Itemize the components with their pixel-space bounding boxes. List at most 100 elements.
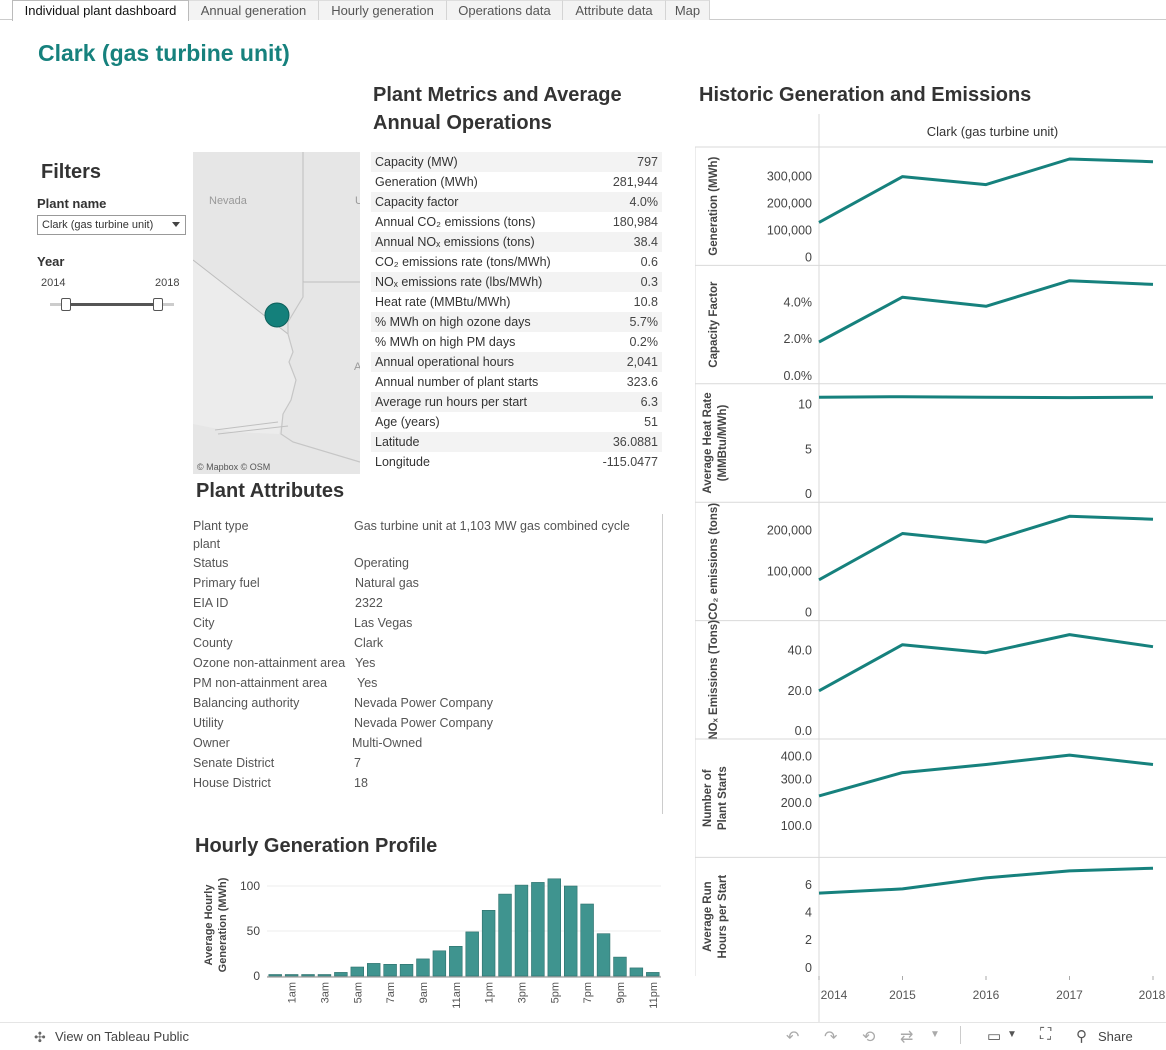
y-axis-label-line: Average Run <box>702 881 714 952</box>
refresh-dropdown-icon[interactable]: ▼ <box>930 1029 940 1040</box>
y-axis-label: Number of Plant Starts <box>702 766 729 830</box>
tab-individual-plant-dashboard[interactable]: Individual plant dashboard <box>12 0 189 21</box>
y-tick-label: 0.0% <box>784 369 813 383</box>
device-layout-icon[interactable]: ▭ <box>987 1028 1002 1045</box>
hourly-bar <box>432 950 447 977</box>
attribute-row: Utility Nevada Power Company <box>193 716 663 736</box>
hourly-bar <box>498 893 512 977</box>
year-slider-max-handle[interactable] <box>153 298 163 311</box>
attribute-label: House District <box>193 776 271 790</box>
metric-value: 5.7% <box>629 315 659 329</box>
hourly-bar <box>416 958 430 977</box>
tableau-icon: ✣ <box>34 1029 46 1045</box>
metrics-row: Annual number of plant starts 323.6 <box>371 372 662 392</box>
attribute-row: City Las Vegas <box>193 616 663 636</box>
plant-name-label: Plant name <box>37 196 107 211</box>
map-state-label: Nevada <box>209 195 248 207</box>
column-header: Clark (gas turbine unit) <box>927 124 1059 139</box>
tab-annual-generation[interactable]: Annual generation <box>189 0 319 20</box>
plant-name-value: Clark (gas turbine unit) <box>42 219 154 231</box>
attribute-value: Yes <box>355 656 376 670</box>
x-tick-label: 7pm <box>582 982 594 1003</box>
metrics-title: Plant Metrics and Average Annual Operati… <box>373 84 622 134</box>
metric-label: Age (years) <box>375 415 440 429</box>
toolbar-divider <box>960 1026 961 1044</box>
fullscreen-icon[interactable]: ⛶ <box>1040 1026 1052 1043</box>
attribute-value: Nevada Power Company <box>354 716 493 730</box>
metric-value: 0.2% <box>629 335 659 349</box>
page-title: Clark (gas turbine unit) <box>38 40 290 66</box>
y-tick-label: 0.0 <box>795 724 812 738</box>
plant-name-dropdown[interactable]: Clark (gas turbine unit) <box>37 215 186 235</box>
series-line <box>818 395 1154 400</box>
y-axis-label-line: Number of <box>702 769 714 827</box>
hourly-bar <box>284 974 299 977</box>
x-tick-label: 1am <box>287 982 299 1003</box>
attribute-value: Natural gas <box>355 576 419 590</box>
tab-attribute-data[interactable]: Attribute data <box>563 0 666 20</box>
tab-hourly-generation[interactable]: Hourly generation <box>319 0 447 20</box>
y-axis-label: Generation (MWh) <box>708 157 720 256</box>
y-axis-label-line2: Generation (MWh) <box>217 877 229 972</box>
metric-value: 0.3 <box>640 275 658 289</box>
undo-icon[interactable]: ↶ <box>786 1029 800 1046</box>
tab-bar: Individual plant dashboard Annual genera… <box>0 0 1166 21</box>
x-tick-label: 5pm <box>549 982 561 1003</box>
attribute-row: Ozone non-attainment area Yes <box>193 656 663 676</box>
hourly-bar <box>531 882 545 977</box>
y-axis-label-line: NOₓ Emissions (Tons) <box>708 620 720 740</box>
revert-icon[interactable]: ⟲ <box>862 1029 876 1046</box>
metric-label: Capacity factor <box>375 195 459 209</box>
y-axis-label: Average Run Hours per Start <box>702 875 729 959</box>
tab-map[interactable]: Map <box>666 0 710 20</box>
metric-value: 4.0% <box>629 195 659 209</box>
metrics-row: CO₂ emissions rate (tons/MWh) 0.6 <box>371 252 662 272</box>
plant-location-marker <box>264 302 290 328</box>
map-state-label-partial: U <box>355 195 360 207</box>
share-button[interactable]: Share <box>1098 1029 1133 1044</box>
attribute-value: 2322 <box>355 596 383 610</box>
attribute-label: Primary fuel <box>193 576 260 590</box>
attribute-value: 18 <box>354 776 368 790</box>
year-max-label: 2018 <box>155 277 180 289</box>
y-tick-label: 40.0 <box>788 644 812 658</box>
x-tick-label: 3pm <box>516 982 528 1003</box>
metric-value: 6.3 <box>640 395 658 409</box>
redo-icon[interactable]: ↷ <box>824 1029 838 1046</box>
attribute-row: Senate District 7 <box>193 756 663 776</box>
plant-map[interactable]: Nevada U A © Mapbox © OSM <box>193 152 360 474</box>
x-tick-label: 11am <box>451 982 463 1009</box>
metric-value: 2,041 <box>626 355 658 369</box>
x-tick-label: 2016 <box>973 988 1000 1002</box>
y-axis-label: Average Heat Rate (MMBtu/MWh) <box>702 392 729 493</box>
y-tick-label: 10 <box>798 397 812 411</box>
y-axis-label-line: (MMBtu/MWh) <box>717 405 729 482</box>
x-tick-label: 11pm <box>648 982 660 1009</box>
metrics-row: Annual NOₓ emissions (tons) 38.4 <box>371 232 662 252</box>
view-on-tableau-public-link[interactable]: View on Tableau Public <box>55 1029 189 1044</box>
y-axis-label-line: Average Heat Rate <box>702 392 714 493</box>
y-axis-label-line: Hours per Start <box>717 875 729 959</box>
x-tick-label: 9pm <box>615 982 627 1003</box>
hourly-bar <box>268 974 282 977</box>
y-tick-label: 2 <box>805 933 812 947</box>
series-line <box>818 514 1154 582</box>
metrics-table: Capacity (MW) 797 Generation (MWh) 281,944 C… <box>371 152 662 472</box>
tab-operations-data[interactable]: Operations data <box>447 0 563 20</box>
attribute-label: City <box>193 616 215 630</box>
hourly-bar <box>481 909 496 977</box>
hourly-bar <box>596 933 611 977</box>
device-dropdown-icon[interactable]: ▼ <box>1007 1029 1017 1040</box>
x-tick-label: 3am <box>319 982 331 1003</box>
metric-label: Annual NOₓ emissions (tons) <box>375 235 535 249</box>
y-tick-label: 50 <box>247 924 261 938</box>
share-icon[interactable]: ⚲ <box>1076 1028 1087 1045</box>
y-axis-label: Capacity Factor <box>708 281 720 368</box>
refresh-icon[interactable]: ⇄ <box>900 1029 914 1046</box>
metric-value: 0.6 <box>640 255 658 269</box>
attribute-value: Gas turbine unit at 1,103 MW gas combine… <box>354 519 630 533</box>
attribute-row: PM non-attainment area Yes <box>193 676 663 696</box>
y-tick-label: 20.0 <box>788 684 812 698</box>
year-slider-min-handle[interactable] <box>61 298 71 311</box>
x-tick-label: 9am <box>418 982 430 1003</box>
